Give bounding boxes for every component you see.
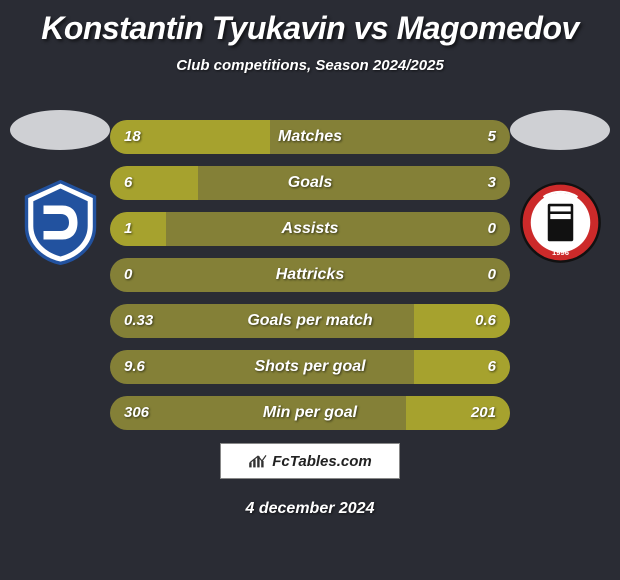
page-title: Konstantin Tyukavin vs Magomedov <box>0 0 620 47</box>
stat-row: 9.66Shots per goal <box>110 350 510 384</box>
stat-row: 00Hattricks <box>110 258 510 292</box>
club-badge-left <box>10 180 110 265</box>
stat-label: Goals <box>110 166 510 200</box>
stat-row: 0.330.6Goals per match <box>110 304 510 338</box>
stat-row: 10Assists <box>110 212 510 246</box>
dynamo-badge-icon <box>18 180 103 265</box>
club-badge-right: 1996 <box>510 180 610 265</box>
stat-row: 306201Min per goal <box>110 396 510 430</box>
stat-row: 185Matches <box>110 120 510 154</box>
player-right-photo-placeholder <box>510 110 610 150</box>
stat-label: Matches <box>110 120 510 154</box>
stat-label: Min per goal <box>110 396 510 430</box>
stat-label: Shots per goal <box>110 350 510 384</box>
chart-icon <box>248 453 268 469</box>
brand-box: FcTables.com <box>220 443 400 479</box>
stat-row: 63Goals <box>110 166 510 200</box>
stat-label: Goals per match <box>110 304 510 338</box>
khimki-badge-icon: 1996 <box>518 180 603 265</box>
stats-container: 185Matches 63Goals 10Assists 00Hattricks 0.3… <box>110 120 510 442</box>
date-text: 4 december 2024 <box>0 500 620 518</box>
player-right-column: 1996 <box>510 110 610 265</box>
svg-text:1996: 1996 <box>552 248 569 257</box>
stat-label: Hattricks <box>110 258 510 292</box>
player-left-photo-placeholder <box>10 110 110 150</box>
player-left-column <box>10 110 110 265</box>
subtitle: Club competitions, Season 2024/2025 <box>0 57 620 74</box>
brand-text: FcTables.com <box>272 453 371 470</box>
stat-label: Assists <box>110 212 510 246</box>
